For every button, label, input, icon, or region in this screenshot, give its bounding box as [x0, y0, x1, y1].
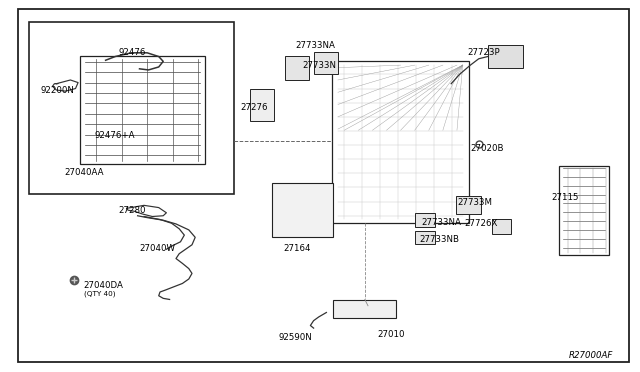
Bar — [415, 231, 435, 244]
Text: 27726X: 27726X — [464, 219, 497, 228]
Text: 27733NA: 27733NA — [421, 218, 461, 227]
Text: 27040DA: 27040DA — [83, 281, 123, 290]
Text: 27020B: 27020B — [470, 144, 504, 153]
Bar — [80, 56, 205, 164]
Bar — [333, 300, 396, 318]
Text: 27733M: 27733M — [458, 198, 493, 207]
Text: 27040AA: 27040AA — [64, 169, 104, 177]
Text: 27164: 27164 — [284, 244, 311, 253]
Bar — [488, 45, 523, 68]
Text: 92200N: 92200N — [40, 86, 74, 95]
Text: 27280: 27280 — [118, 206, 146, 215]
Text: 27723P: 27723P — [467, 48, 500, 57]
Bar — [415, 213, 435, 227]
Bar — [559, 166, 609, 255]
Text: 27733NA: 27733NA — [296, 41, 335, 50]
Text: 27115: 27115 — [552, 193, 579, 202]
Text: 92476+A: 92476+A — [95, 131, 135, 140]
Text: (QTY 40): (QTY 40) — [84, 291, 116, 297]
Bar — [492, 219, 511, 234]
Text: R27000AF: R27000AF — [568, 351, 612, 360]
Text: 27276: 27276 — [240, 103, 268, 112]
Text: 92476: 92476 — [118, 48, 146, 57]
Bar — [332, 61, 469, 223]
Bar — [456, 196, 481, 214]
Text: 27733N: 27733N — [302, 61, 336, 70]
Text: 27733NB: 27733NB — [419, 235, 460, 244]
Text: 92590N: 92590N — [278, 333, 312, 342]
Text: 27010: 27010 — [378, 330, 405, 339]
Bar — [250, 89, 274, 121]
Bar — [272, 183, 333, 237]
Bar — [285, 56, 309, 80]
Bar — [29, 22, 234, 194]
Text: 27040W: 27040W — [140, 244, 175, 253]
Bar — [314, 52, 338, 74]
